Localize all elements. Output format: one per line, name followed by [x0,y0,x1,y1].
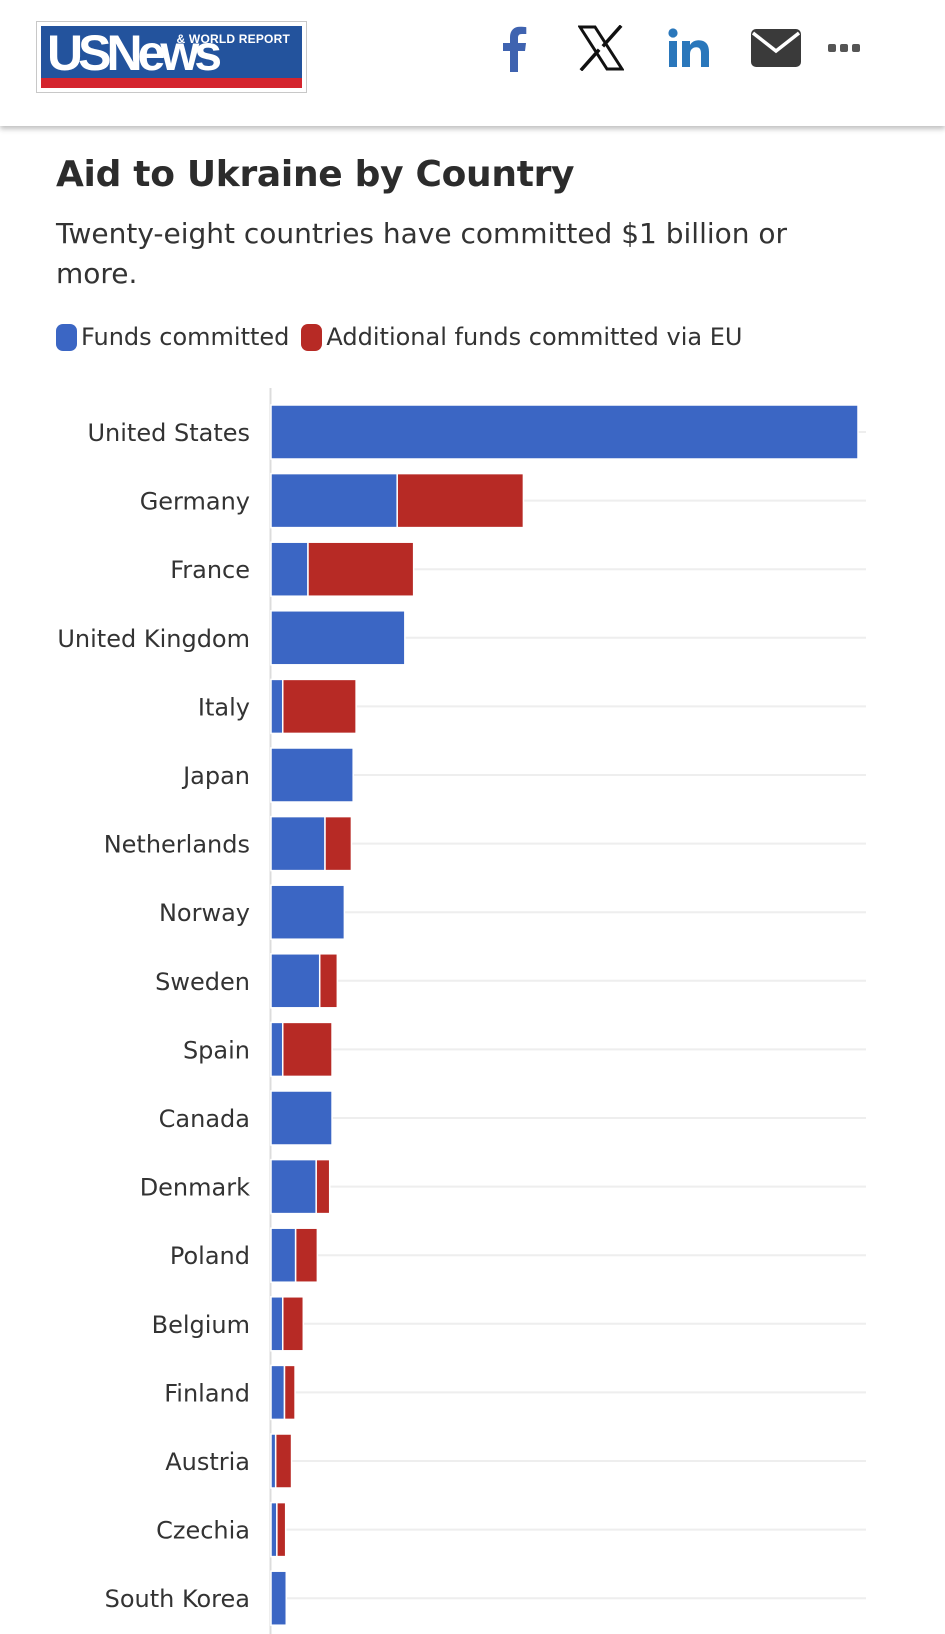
linkedin-icon [668,28,709,67]
legend-label: Funds committed [81,323,290,351]
logo-background [41,26,302,88]
bar-funds-committed[interactable] [270,404,859,460]
bar-additional-eu[interactable] [324,815,353,872]
bar-funds-committed[interactable] [270,1158,317,1215]
category-label: United Kingdom [57,625,250,653]
legend-item-additional-eu: Additional funds committed via EU [301,323,742,351]
category-label: Czechia [156,1517,250,1545]
category-label: Netherlands [104,831,250,859]
bar-funds-committed[interactable] [270,1090,333,1146]
bar-funds-committed[interactable] [270,953,321,1009]
category-label: Austria [165,1448,250,1476]
bar-funds-committed[interactable] [270,1296,284,1352]
more-icon [828,44,860,52]
bar-additional-eu[interactable] [396,472,525,529]
bar-additional-eu[interactable] [281,678,357,735]
bar-additional-eu[interactable] [276,1501,287,1558]
legend-swatch-blue [56,323,77,351]
facebook-share-button[interactable] [492,18,536,78]
bar-additional-eu[interactable] [281,1296,305,1352]
category-label: Belgium [152,1311,250,1339]
bar-funds-committed[interactable] [270,1501,278,1558]
category-label: Germany [140,488,250,516]
category-label: France [170,556,250,584]
x-share-button[interactable] [575,18,627,78]
x-icon [578,25,624,71]
category-label: Canada [159,1105,250,1133]
more-share-button[interactable] [826,18,862,78]
category-label: United States [87,419,250,447]
bar-funds-committed[interactable] [270,1021,284,1078]
bar-funds-committed[interactable] [270,884,346,940]
bar-funds-committed[interactable] [270,610,406,666]
legend-label: Additional funds committed via EU [326,323,743,351]
email-share-button[interactable] [748,18,804,78]
bar-additional-eu[interactable] [274,1433,293,1489]
bar-additional-eu[interactable] [315,1158,331,1215]
category-label: Sweden [155,968,250,996]
category-label: Finland [164,1379,250,1407]
bar-additional-eu[interactable] [281,1021,333,1078]
site-header: USNews & WORLD REPORT [0,0,945,126]
chart-subtitle: Twenty-eight countries have committed $1… [56,217,788,290]
bar-funds-committed[interactable] [270,1227,297,1283]
bar-funds-committed[interactable] [270,1364,286,1421]
logo-wordmark: USNews [47,25,222,81]
chart-legend: Funds committed Additional funds committ… [56,323,754,351]
bar-chart: United States Germany France United Kingdom… [57,388,866,1634]
category-label: Italy [198,693,250,721]
bar-funds-committed[interactable] [270,1570,288,1626]
category-label: Japan [181,762,250,790]
bar-funds-committed[interactable] [270,678,284,735]
bar-additional-eu[interactable] [318,953,339,1009]
facebook-icon [503,26,527,72]
bar-funds-committed[interactable] [270,815,326,872]
bar-funds-committed[interactable] [270,747,354,803]
category-label: Norway [159,899,250,927]
legend-item-funds-committed: Funds committed [56,323,289,351]
chart-title: Aid to Ukraine by Country [56,154,575,195]
bar-funds-committed[interactable] [270,541,309,597]
usnews-logo[interactable]: USNews & WORLD REPORT [36,21,307,93]
category-label: Spain [183,1036,250,1064]
logo-red-stripe [41,78,302,88]
bar-additional-eu[interactable] [307,541,415,597]
bar-additional-eu[interactable] [294,1227,319,1283]
legend-swatch-red [301,323,323,351]
bar-additional-eu[interactable] [283,1364,296,1421]
category-label: Poland [170,1242,250,1270]
category-label: Denmark [140,1174,250,1202]
category-label: South Korea [105,1585,250,1613]
bar-funds-committed[interactable] [270,472,398,529]
email-icon [751,29,801,67]
linkedin-share-button[interactable] [664,18,714,78]
logo-subtitle: & WORLD REPORT [176,32,290,46]
